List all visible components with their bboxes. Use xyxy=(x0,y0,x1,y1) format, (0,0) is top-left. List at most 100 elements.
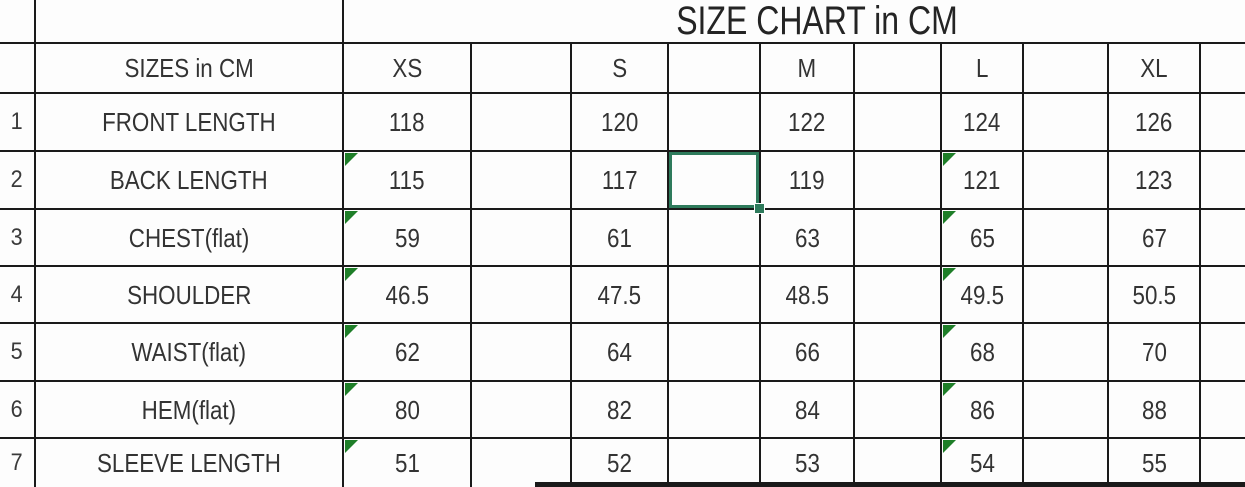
row-number[interactable]: 5 xyxy=(0,324,36,382)
empty-cell[interactable] xyxy=(472,267,572,324)
title-row-rownum-cell[interactable] xyxy=(0,0,36,44)
empty-cell[interactable] xyxy=(1024,267,1109,324)
empty-cell[interactable] xyxy=(669,210,761,267)
header-cell-s[interactable]: S xyxy=(572,44,669,94)
value-cell[interactable]: 47.5 xyxy=(572,267,669,324)
row-label-cell[interactable]: FRONT LENGTH xyxy=(36,94,344,152)
value-cell[interactable]: 115 xyxy=(344,152,472,210)
empty-cell[interactable] xyxy=(472,324,572,382)
empty-cell[interactable] xyxy=(1201,152,1245,210)
value-cell[interactable]: 65 xyxy=(942,210,1024,267)
value-cell[interactable]: 68 xyxy=(942,324,1024,382)
value-cell[interactable]: 88 xyxy=(1109,382,1201,439)
value-cell[interactable]: 61 xyxy=(572,210,669,267)
empty-cell[interactable] xyxy=(472,44,572,94)
empty-cell[interactable] xyxy=(1201,382,1245,439)
empty-cell[interactable] xyxy=(472,152,572,210)
empty-cell[interactable] xyxy=(669,44,761,94)
value-cell[interactable]: 49.5 xyxy=(942,267,1024,324)
value-cell[interactable]: 119 xyxy=(761,152,855,210)
value-cell[interactable]: 121 xyxy=(942,152,1024,210)
value-cell[interactable]: 67 xyxy=(1109,210,1201,267)
empty-cell[interactable] xyxy=(855,210,942,267)
selected-cell[interactable] xyxy=(669,152,765,214)
value-cell[interactable]: 120 xyxy=(572,94,669,152)
value-cell[interactable]: 64 xyxy=(572,324,669,382)
empty-cell[interactable] xyxy=(1024,439,1109,487)
empty-cell[interactable] xyxy=(1024,324,1109,382)
value-cell[interactable]: 86 xyxy=(942,382,1024,439)
value-cell[interactable]: 66 xyxy=(761,324,855,382)
value-cell[interactable]: 122 xyxy=(761,94,855,152)
row-label-cell[interactable]: SHOULDER xyxy=(36,267,344,324)
header-cell-xs[interactable]: XS xyxy=(344,44,472,94)
row-number[interactable]: 4 xyxy=(0,267,36,324)
value-cell[interactable]: 54 xyxy=(942,439,1024,487)
empty-cell[interactable] xyxy=(1024,94,1109,152)
value-cell[interactable]: 124 xyxy=(942,94,1024,152)
row-label-cell[interactable]: BACK LENGTH xyxy=(36,152,344,210)
header-cell-m[interactable]: M xyxy=(761,44,855,94)
empty-cell[interactable] xyxy=(855,267,942,324)
empty-cell[interactable] xyxy=(1024,152,1109,210)
value-cell[interactable]: 80 xyxy=(344,382,472,439)
value-cell[interactable]: 50.5 xyxy=(1109,267,1201,324)
row-label-cell[interactable]: CHEST(flat) xyxy=(36,210,344,267)
empty-cell[interactable] xyxy=(1201,267,1245,324)
row-label-cell[interactable]: HEM(flat) xyxy=(36,382,344,439)
title-cell[interactable]: SIZE CHART in CM xyxy=(344,0,1245,44)
empty-cell[interactable] xyxy=(669,94,761,152)
empty-cell[interactable] xyxy=(855,324,942,382)
value-cell[interactable]: 118 xyxy=(344,94,472,152)
empty-cell[interactable] xyxy=(855,439,942,487)
empty-cell[interactable] xyxy=(472,94,572,152)
header-corner-cell[interactable]: SIZES in CM xyxy=(36,44,344,94)
value-cell[interactable]: 59 xyxy=(344,210,472,267)
value-cell[interactable]: 51 xyxy=(344,439,472,487)
value-cell[interactable]: 123 xyxy=(1109,152,1201,210)
value-cell[interactable]: 62 xyxy=(344,324,472,382)
value-cell[interactable]: 117 xyxy=(572,152,669,210)
empty-cell[interactable] xyxy=(472,382,572,439)
empty-cell[interactable] xyxy=(855,44,942,94)
empty-cell[interactable] xyxy=(472,439,572,487)
empty-cell[interactable] xyxy=(669,324,761,382)
empty-cell[interactable] xyxy=(1201,94,1245,152)
empty-cell[interactable] xyxy=(855,94,942,152)
value-cell[interactable]: 82 xyxy=(572,382,669,439)
row-label-cell[interactable]: SLEEVE LENGTH xyxy=(36,439,344,487)
empty-cell[interactable] xyxy=(1201,44,1245,94)
empty-cell[interactable] xyxy=(1024,44,1109,94)
empty-cell[interactable] xyxy=(1201,439,1245,487)
empty-cell[interactable] xyxy=(1024,210,1109,267)
value-cell[interactable]: 84 xyxy=(761,382,855,439)
empty-cell[interactable] xyxy=(855,382,942,439)
row-label-cell[interactable]: WAIST(flat) xyxy=(36,324,344,382)
title-row-label-cell[interactable] xyxy=(36,0,344,44)
empty-cell[interactable] xyxy=(472,210,572,267)
row-number[interactable]: 6 xyxy=(0,382,36,439)
header-rownum-cell[interactable] xyxy=(0,44,36,94)
empty-cell[interactable] xyxy=(1201,324,1245,382)
empty-cell[interactable] xyxy=(1201,210,1245,267)
value-cell[interactable]: 53 xyxy=(761,439,855,487)
row-number[interactable]: 2 xyxy=(0,152,36,210)
value-cell[interactable]: 52 xyxy=(572,439,669,487)
row-number[interactable]: 1 xyxy=(0,94,36,152)
empty-cell[interactable] xyxy=(1024,382,1109,439)
empty-cell[interactable] xyxy=(669,439,761,487)
row-number[interactable]: 3 xyxy=(0,210,36,267)
value-cell[interactable]: 48.5 xyxy=(761,267,855,324)
empty-cell[interactable] xyxy=(669,267,761,324)
header-cell-l[interactable]: L xyxy=(942,44,1024,94)
row-number[interactable]: 7 xyxy=(0,439,36,487)
header-cell-xl[interactable]: XL xyxy=(1109,44,1201,94)
value-cell[interactable]: 46.5 xyxy=(344,267,472,324)
value-cell[interactable]: 55 xyxy=(1109,439,1201,487)
value-cell[interactable]: 70 xyxy=(1109,324,1201,382)
empty-cell[interactable] xyxy=(855,152,942,210)
value-cell[interactable]: 63 xyxy=(761,210,855,267)
empty-cell[interactable] xyxy=(669,382,761,439)
fill-handle[interactable] xyxy=(754,203,765,214)
value-cell[interactable]: 126 xyxy=(1109,94,1201,152)
